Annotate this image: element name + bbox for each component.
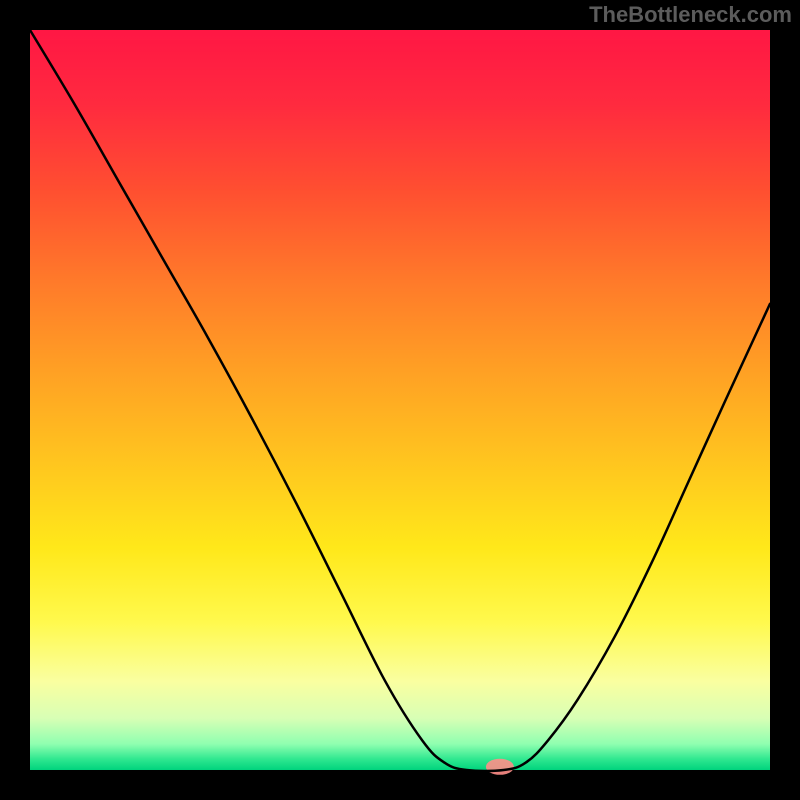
chart-stage: TheBottleneck.com <box>0 0 800 800</box>
optimal-point-marker <box>486 759 514 775</box>
bottleneck-chart <box>0 0 800 800</box>
chart-gradient-bg <box>30 30 770 770</box>
